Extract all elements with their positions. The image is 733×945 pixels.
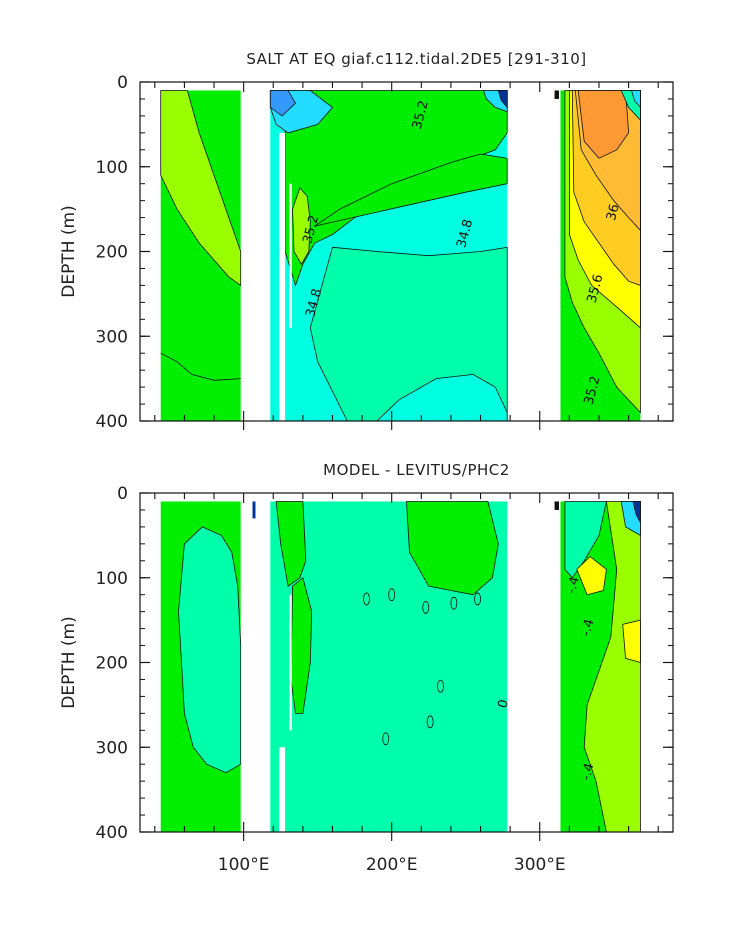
anomaly-atlantic-peak1: [576, 556, 607, 596]
anomaly-contour-fills: [160, 501, 641, 833]
anomaly-island-gap-2: [289, 594, 292, 731]
salinity-atlantic-east-freshest: [630, 90, 641, 109]
anomaly-west-mark: [252, 501, 256, 519]
salinity-east-freshest: [497, 90, 508, 109]
salinity-indian-isohaline: [160, 352, 241, 381]
anomaly-isolated-contour: [422, 601, 430, 614]
panel-1-axes: 0 100 200 300 400 SALT AT EQ giaf.c112.tidal.…: [59, 50, 674, 432]
salinity-pacific-maximum: [292, 187, 311, 265]
contour-label: 34.8: [454, 218, 476, 250]
x-tick-label: 300°E: [514, 855, 566, 875]
x-tick-label: 100°E: [218, 855, 270, 875]
y-tick-label: 400: [96, 412, 128, 432]
contour-label: 35.2: [300, 213, 322, 245]
contour-label: -.4: [564, 575, 583, 595]
y-tick-label: 100: [96, 158, 128, 178]
anomaly-atlantic-peak2: [622, 619, 641, 664]
anomaly-pacific-pos: [406, 501, 499, 596]
y-tick-label: 100: [96, 569, 128, 589]
contour-label: 36: [604, 203, 623, 223]
contour-label: 0: [495, 698, 512, 710]
anomaly-indian-positive: [178, 526, 242, 774]
contour-label: 34.8: [303, 287, 325, 319]
contour-label: 35.2: [410, 99, 432, 131]
anomaly-isolated-contour: [437, 679, 444, 693]
y-tick-label: 400: [96, 823, 128, 843]
anomaly-land-mark: [554, 501, 559, 510]
y-tick-label: 300: [96, 327, 128, 347]
contour-label: 35.2: [582, 375, 604, 407]
salinity-land-mark: [554, 90, 559, 99]
anomaly-isolated-contour: [474, 592, 481, 606]
anomaly-isolated-contour: [450, 596, 458, 610]
y-axis-label: DEPTH (m): [59, 205, 79, 297]
salinity-indian-fresh: [160, 90, 242, 287]
salinity-contour-fills: [160, 90, 641, 422]
anomaly-isolated-contour: [426, 715, 434, 729]
anomaly-isolated-contour: [388, 588, 396, 602]
salinity-island-gap-2: [289, 183, 292, 328]
contour-label: 35.6: [585, 273, 607, 305]
contour-label: -.4: [579, 762, 598, 782]
panel-2-axes: 0 100 200 300 400 100°E 200°E 300°E MODEL - LEVI…: [59, 461, 674, 875]
chart-title: SALT AT EQ giaf.c112.tidal.2DE5 [291-310…: [246, 50, 586, 68]
anomaly-isolated-contour: [363, 592, 370, 606]
anomaly-island-gap: [279, 747, 286, 832]
y-tick-label: 300: [96, 738, 128, 758]
y-tick-label: 0: [117, 73, 128, 93]
anomaly-atlantic-pos: [583, 501, 641, 833]
salinity-pacific-deep: [375, 373, 508, 422]
salinity-island-gap: [279, 132, 286, 421]
anomaly-pacific-west-pos: [275, 501, 307, 587]
y-tick-label: 200: [96, 243, 128, 263]
anomaly-atlantic-east2: [632, 501, 641, 523]
y-tick-label: 200: [96, 654, 128, 674]
y-axis-label: DEPTH (m): [59, 616, 79, 708]
contour-label: -.4: [579, 617, 598, 637]
y-tick-label: 0: [117, 484, 128, 504]
x-tick-label: 200°E: [366, 855, 418, 875]
anomaly-isolated-contour: [382, 732, 390, 746]
chart-title: MODEL - LEVITUS/PHC2: [323, 461, 510, 479]
salinity-pacific-freshest: [269, 90, 297, 117]
salinity-pacific-tongue: [314, 153, 508, 227]
